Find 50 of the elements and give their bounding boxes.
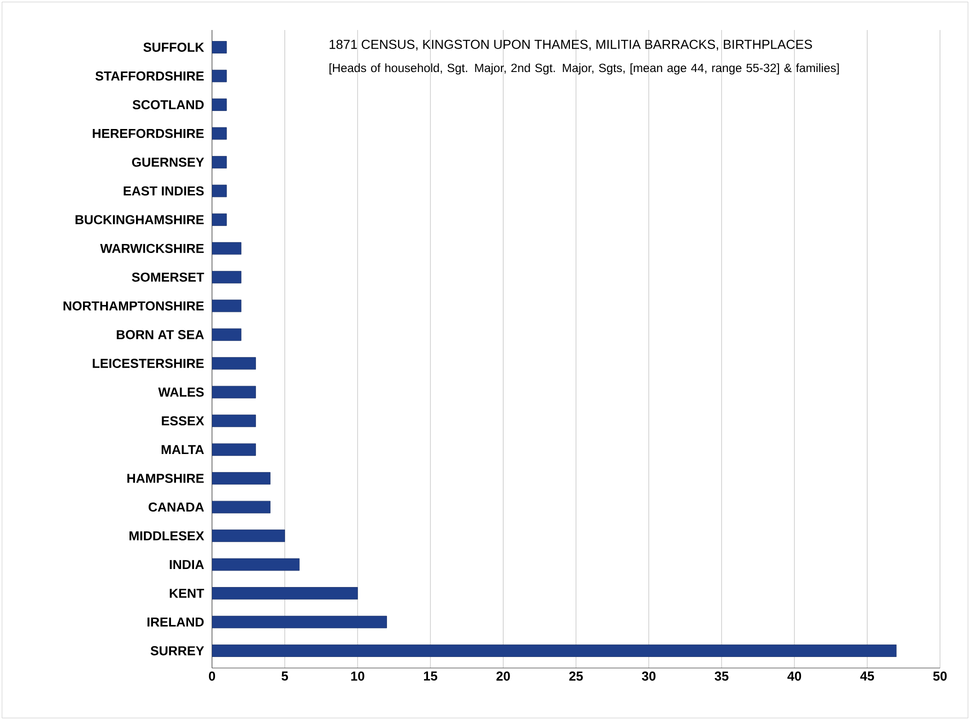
x-tick-label: 20 bbox=[496, 672, 510, 681]
bar bbox=[212, 530, 285, 542]
x-tick-label: 10 bbox=[351, 672, 364, 681]
bar bbox=[212, 242, 242, 255]
bar bbox=[212, 443, 256, 456]
y-tick-label: CANADA bbox=[148, 502, 204, 512]
y-tick-label: SCOTLAND bbox=[132, 100, 204, 110]
bar bbox=[212, 500, 270, 514]
y-tick-label: LEICESTERSHIRE bbox=[92, 358, 204, 368]
y-tick-label: BUCKINGHAMSHIRE bbox=[76, 215, 204, 224]
x-tick-label: 40 bbox=[787, 672, 802, 681]
bar bbox=[212, 270, 242, 284]
y-tick-label: GUERNSEY bbox=[132, 158, 204, 167]
x-tick-label: 30 bbox=[642, 672, 656, 681]
text: [Heads of household, Sgt. Major, 2nd Sgt. Major, Sgts, [mean age 44, range 55-32] & families] bbox=[330, 63, 839, 75]
y-tick-label: EAST INDIES bbox=[124, 186, 204, 196]
y-tick-label: INDIA bbox=[170, 560, 204, 570]
x-tick-label: 0 bbox=[208, 672, 216, 681]
y-tick-label: KENT bbox=[170, 588, 204, 598]
bar bbox=[212, 386, 256, 398]
y-tick-label: SUFFOLK bbox=[143, 42, 204, 52]
bar bbox=[212, 357, 256, 370]
x-tick-label: 25 bbox=[569, 672, 583, 681]
bar bbox=[212, 644, 897, 657]
y-tick-label: SOMERSET bbox=[132, 272, 204, 282]
bar bbox=[212, 414, 256, 428]
y-tick-label: MALTA bbox=[162, 445, 204, 454]
y-tick-label: WALES bbox=[158, 388, 204, 397]
bar bbox=[212, 328, 242, 341]
text: 1871 CENSUS, KINGSTON UPON THAMES, MILITIA BARRACKS, BIRTHPLACES bbox=[330, 40, 812, 50]
y-tick-label: STAFFORDSHIRE bbox=[95, 71, 204, 81]
y-tick-label: ESSEX bbox=[162, 416, 204, 426]
y-tick-label: SURREY bbox=[150, 646, 204, 656]
bar bbox=[212, 472, 270, 485]
y-tick-label: WARWICKSHIRE bbox=[100, 244, 204, 253]
y-tick-label: HAMPSHIRE bbox=[127, 474, 204, 483]
y-tick-label: NORTHAMPTONSHIRE bbox=[64, 301, 204, 310]
bar bbox=[212, 616, 387, 628]
y-tick-label: BORN AT SEA bbox=[116, 330, 204, 340]
x-tick-label: 15 bbox=[424, 672, 438, 681]
y-tick-label: IRELAND bbox=[148, 618, 204, 626]
bar bbox=[212, 558, 300, 571]
y-tick-label: HEREFORDSHIRE bbox=[92, 128, 204, 138]
x-tick-label: 35 bbox=[714, 672, 728, 681]
y-tick-label: MIDDLESEX bbox=[130, 531, 204, 540]
x-tick-label: 5 bbox=[282, 672, 288, 681]
bar bbox=[212, 300, 242, 312]
x-tick-label: 45 bbox=[860, 672, 874, 681]
x-tick-label: 50 bbox=[933, 672, 947, 681]
bar bbox=[212, 587, 358, 600]
